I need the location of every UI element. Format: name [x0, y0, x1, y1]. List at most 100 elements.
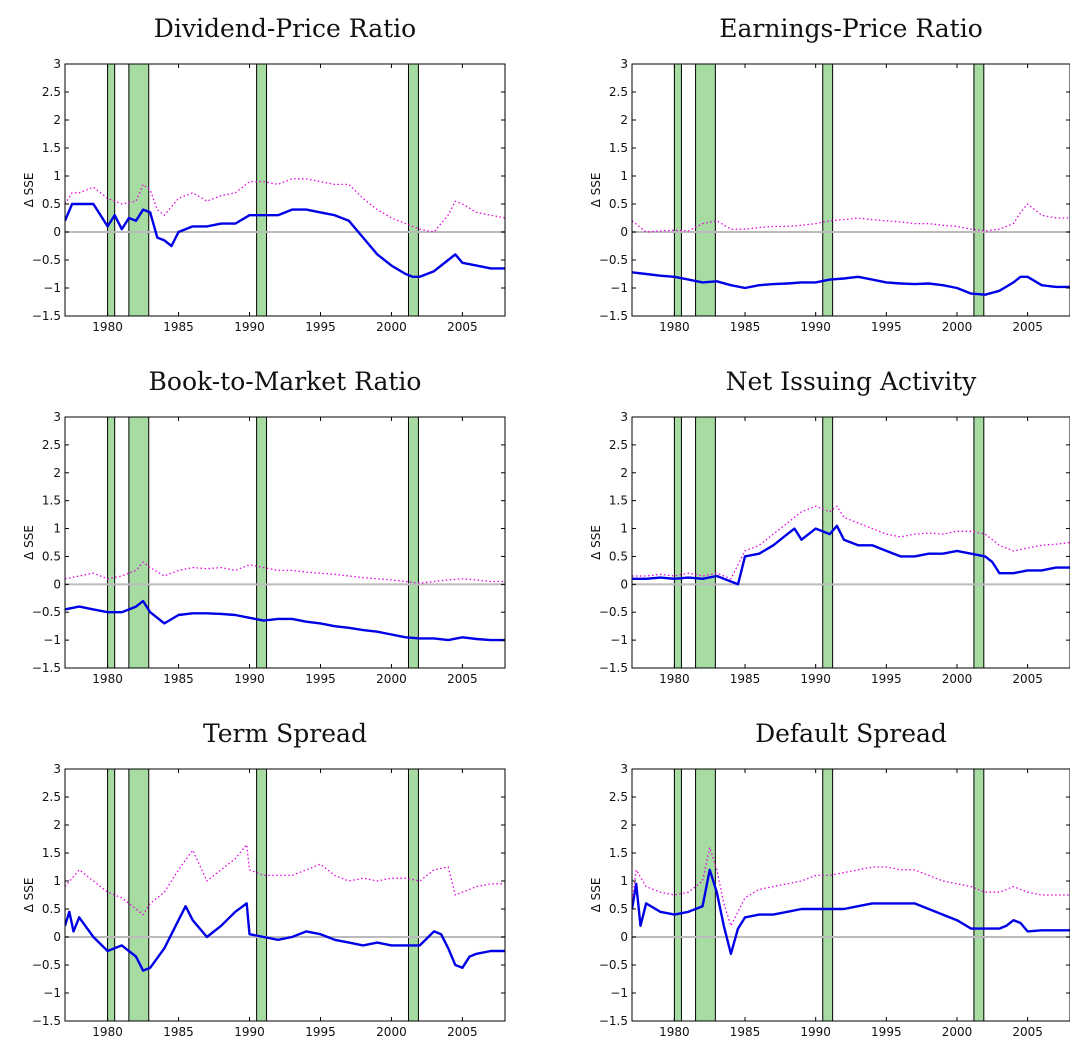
recession-band	[407, 769, 419, 1021]
x-tick-label: 2005	[447, 320, 478, 334]
x-tick-label: 1985	[730, 1025, 761, 1039]
recession-band	[673, 417, 682, 668]
y-tick-label: 0	[620, 930, 628, 944]
y-tick-label: −1	[610, 281, 628, 295]
y-tick-label: 0.5	[609, 197, 628, 211]
recession-band	[128, 769, 150, 1021]
x-tick-label: 1990	[234, 1025, 265, 1039]
x-tick-label: 2005	[1012, 1025, 1043, 1039]
y-tick-label: 3	[53, 57, 61, 71]
axes-frame	[631, 63, 1070, 317]
panel-3: Book-to-Market Ratio −1.5 −1 −0.5 0 0.5 1 1.5 2 2…	[22, 367, 506, 686]
x-tick-label: 1985	[163, 1025, 194, 1039]
x-tick-label: 1995	[871, 1025, 902, 1039]
x-tick-label: 1985	[730, 320, 761, 334]
y-tick-label: −1	[43, 633, 61, 647]
recession-bands	[107, 64, 419, 316]
recession-band	[822, 769, 834, 1021]
recession-band	[973, 769, 985, 1021]
panel-6: Default Spread −1.5 −1 −0.5 0 0.5 1 1.5 2 2.5 3 198…	[589, 719, 1070, 1039]
y-tick-label: 0	[620, 225, 628, 239]
axes-frame	[64, 416, 506, 669]
series-line-solid	[65, 599, 505, 642]
series-line-dotted	[65, 178, 505, 233]
y-tick-label: 3	[620, 57, 628, 71]
x-tick-label: 1985	[163, 672, 194, 686]
recession-band	[128, 417, 150, 668]
axes-frame	[631, 768, 1070, 1022]
panel-4: Net Issuing Activity −1.5 −1 −0.5 0 0.5 1 1.5 2 2…	[589, 367, 1070, 686]
axes-frame	[631, 416, 1070, 669]
series-line-solid	[65, 202, 505, 278]
panel-5: Term Spread −1.5 −1 −0.5 0 0.5 1 1.5 2 2.5 3 1980 19…	[22, 719, 506, 1039]
y-axis-label: Δ SSE	[589, 525, 603, 560]
recession-band	[673, 64, 682, 316]
x-tick-label: 1990	[800, 672, 831, 686]
recession-bands	[673, 64, 985, 316]
x-tick-label: 1985	[730, 672, 761, 686]
series-line-dotted	[632, 505, 1070, 580]
recession-band	[673, 769, 682, 1021]
series-line-solid	[632, 524, 1070, 586]
y-tick-label: −0.5	[32, 605, 61, 619]
y-tick-label: 0.5	[42, 549, 61, 563]
y-tick-label: 2.5	[42, 85, 61, 99]
y-tick-label: 3	[53, 762, 61, 776]
x-tick-label: 1985	[163, 320, 194, 334]
x-tick-label: 1995	[305, 1025, 336, 1039]
panel-title: Book-to-Market Ratio	[149, 367, 422, 396]
x-tick-label: 2000	[942, 672, 973, 686]
y-tick-label: 3	[620, 762, 628, 776]
recession-bands	[673, 417, 985, 668]
recession-band	[695, 64, 716, 316]
x-tick-label: 2000	[376, 1025, 407, 1039]
x-tick-label: 2005	[1012, 320, 1043, 334]
y-tick-label: 1.5	[609, 846, 628, 860]
x-tick-label: 2000	[376, 320, 407, 334]
y-tick-label: 2	[620, 113, 628, 127]
y-tick-label: 2.5	[609, 85, 628, 99]
x-tick-label: 1990	[800, 320, 831, 334]
y-tick-label: 0	[53, 577, 61, 591]
recession-band	[407, 417, 419, 668]
y-tick-label: −1	[43, 986, 61, 1000]
recession-band	[822, 64, 834, 316]
y-tick-label: −1.5	[32, 1014, 61, 1028]
series-line-dotted	[632, 846, 1070, 927]
x-tick-label: 1980	[92, 1025, 123, 1039]
recession-band	[256, 64, 268, 316]
y-tick-label: 1	[620, 874, 628, 888]
recession-band	[107, 769, 116, 1021]
y-tick-label: 3	[53, 410, 61, 424]
y-tick-label: −0.5	[32, 253, 61, 267]
panel-2: Earnings-Price Ratio −1.5 −1 −0.5 0 0.5 1 1.5 2 2…	[589, 14, 1070, 334]
y-tick-label: 1.5	[42, 846, 61, 860]
recession-band	[107, 417, 116, 668]
y-axis-label: Δ SSE	[22, 878, 36, 913]
y-tick-label: 1.5	[609, 494, 628, 508]
x-tick-label: 2005	[447, 672, 478, 686]
y-tick-label: 0.5	[42, 902, 61, 916]
y-tick-label: 1	[53, 874, 61, 888]
x-tick-label: 2000	[942, 1025, 973, 1039]
series-line-solid	[65, 902, 505, 972]
x-tick-label: 1980	[659, 1025, 690, 1039]
x-tick-label: 1995	[871, 672, 902, 686]
y-tick-label: 1	[620, 169, 628, 183]
y-tick-label: 0.5	[609, 902, 628, 916]
y-tick-label: −1.5	[32, 309, 61, 323]
y-tick-label: 2	[53, 113, 61, 127]
x-tick-label: 1990	[234, 320, 265, 334]
y-tick-label: −1	[610, 633, 628, 647]
y-tick-label: 2.5	[42, 790, 61, 804]
recession-band	[822, 417, 834, 668]
recession-band	[407, 64, 419, 316]
y-tick-label: 0	[53, 225, 61, 239]
y-tick-label: 0.5	[42, 197, 61, 211]
axes-frame	[64, 768, 506, 1022]
y-tick-label: 2	[620, 818, 628, 832]
y-tick-label: 1	[620, 522, 628, 536]
recession-band	[695, 417, 716, 668]
y-tick-label: −1.5	[599, 1014, 628, 1028]
